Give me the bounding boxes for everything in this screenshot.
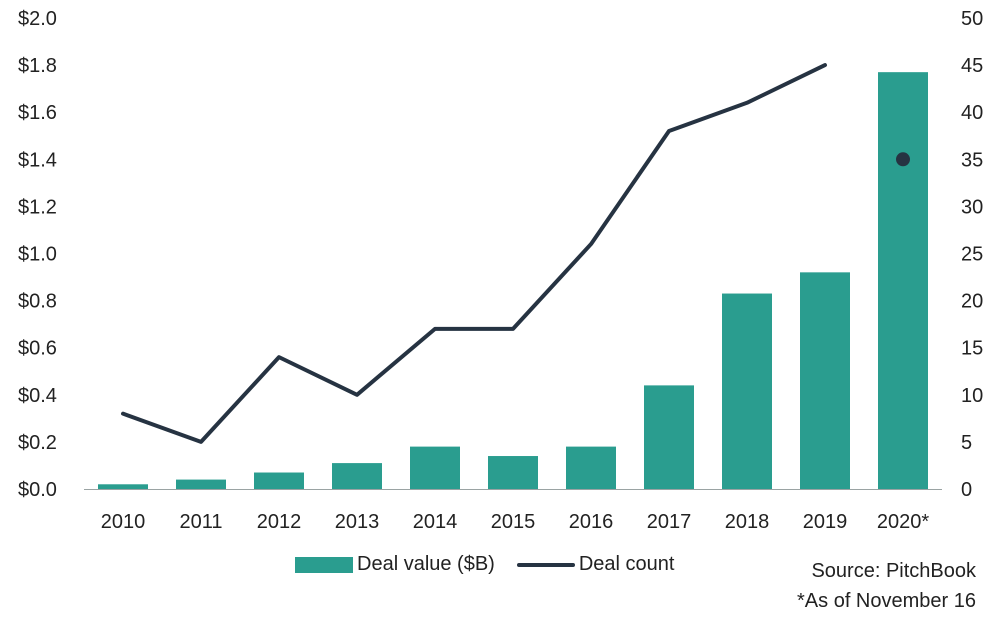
y-left-tick-label: $0.6 bbox=[18, 338, 57, 360]
source-note: Source: PitchBook bbox=[811, 560, 976, 582]
x-tick-label: 2016 bbox=[569, 511, 614, 533]
chart-notes: Source: PitchBook *As of November 16 bbox=[797, 556, 976, 616]
deal-count-point bbox=[896, 152, 910, 167]
y-right-tick-label: 10 bbox=[961, 385, 983, 407]
bar bbox=[254, 472, 304, 489]
x-tick-label: 2010 bbox=[101, 511, 146, 533]
y-left-tick-label: $1.2 bbox=[18, 196, 57, 218]
bar bbox=[644, 385, 694, 489]
y-right-tick-label: 25 bbox=[961, 244, 983, 266]
bar bbox=[800, 272, 850, 489]
y-right-tick-label: 0 bbox=[961, 479, 972, 501]
y-left-tick-label: $1.6 bbox=[18, 102, 57, 124]
legend-swatch-line bbox=[516, 562, 575, 567]
legend-label-deal-count: Deal count bbox=[578, 553, 675, 575]
bar bbox=[566, 446, 616, 489]
x-tick-label: 2013 bbox=[335, 511, 380, 533]
y-left-tick-label: $0.4 bbox=[18, 385, 57, 407]
bar bbox=[878, 72, 928, 489]
y-left-tick-label: $1.8 bbox=[18, 55, 57, 77]
y-right-tick-label: 5 bbox=[961, 432, 972, 454]
x-tick-label: 2020* bbox=[877, 511, 929, 533]
legend-label-deal-value: Deal value ($B) bbox=[357, 553, 495, 575]
legend-swatch-bar bbox=[295, 556, 353, 573]
bar bbox=[98, 484, 148, 489]
footnote: *As of November 16 bbox=[797, 590, 976, 612]
bar bbox=[332, 463, 382, 489]
bar bbox=[722, 293, 772, 489]
x-axis-ticks: 2010 2011 2012 2013 2014 2015 2016 2017 2018 2019… bbox=[101, 511, 930, 533]
x-tick-label: 2014 bbox=[413, 511, 458, 533]
y-left-tick-label: $2.0 bbox=[18, 8, 57, 30]
y-left-tick-label: $0.0 bbox=[18, 479, 57, 501]
y-right-tick-label: 45 bbox=[961, 55, 983, 77]
y-right-tick-label: 50 bbox=[961, 8, 983, 30]
y-left-tick-label: $1.4 bbox=[18, 149, 57, 171]
y-left-tick-label: $1.0 bbox=[18, 244, 57, 266]
x-tick-label: 2018 bbox=[725, 511, 770, 533]
bar bbox=[176, 479, 226, 489]
x-tick-label: 2012 bbox=[257, 511, 302, 533]
y-right-tick-label: 30 bbox=[961, 196, 983, 218]
y-right-tick-label: 15 bbox=[961, 338, 983, 360]
legend-item-deal-count: Deal count bbox=[516, 553, 675, 576]
y-left-tick-label: $0.2 bbox=[18, 432, 57, 454]
y-right-tick-label: 20 bbox=[961, 291, 983, 313]
y-left-axis-ticks: $0.0 $0.2 $0.4 $0.6 $0.8 $1.0 $1.2 $1.4 $1.6 $1.8… bbox=[18, 8, 57, 501]
y-right-axis-ticks: 0 5 10 15 20 25 30 35 40 45 50 bbox=[961, 8, 983, 501]
x-tick-label: 2017 bbox=[647, 511, 692, 533]
legend: Deal value ($B) Deal count bbox=[295, 553, 696, 576]
bar-series bbox=[98, 72, 928, 489]
y-left-tick-label: $0.8 bbox=[18, 291, 57, 313]
line-series bbox=[121, 63, 910, 444]
bar bbox=[410, 446, 460, 489]
y-right-tick-label: 35 bbox=[961, 149, 983, 171]
y-right-tick-label: 40 bbox=[961, 102, 983, 124]
x-tick-label: 2011 bbox=[179, 511, 222, 533]
legend-item-deal-value: Deal value ($B) bbox=[295, 553, 495, 576]
bar bbox=[488, 456, 538, 489]
x-tick-label: 2019 bbox=[803, 511, 848, 533]
deal-count-line bbox=[121, 63, 827, 444]
x-tick-label: 2015 bbox=[491, 511, 536, 533]
